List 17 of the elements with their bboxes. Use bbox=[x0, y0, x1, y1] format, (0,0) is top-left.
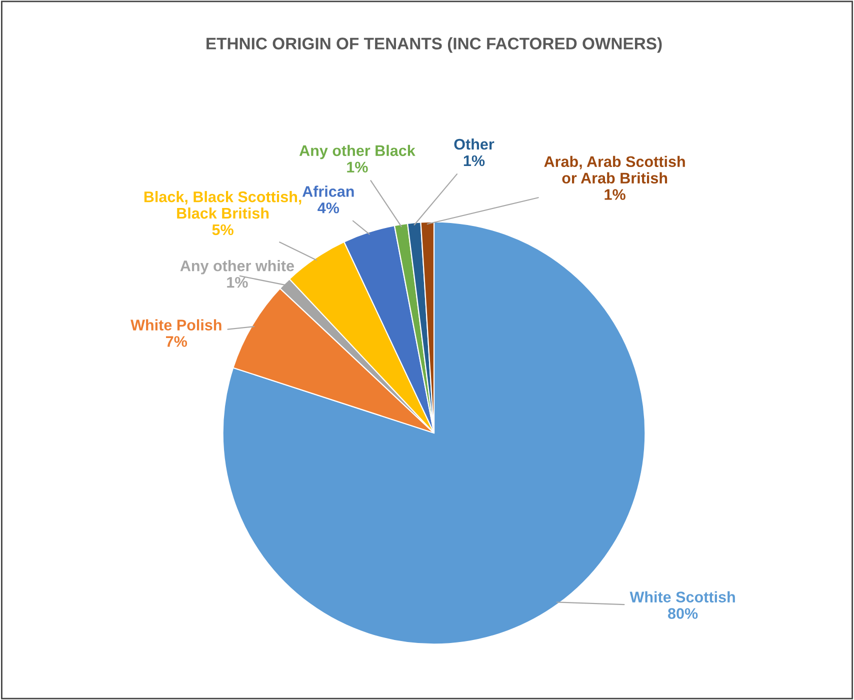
slice-label: Other bbox=[454, 138, 494, 150]
data-label: 1% bbox=[604, 189, 626, 200]
slice-label: Any other Black bbox=[299, 144, 416, 160]
slice-label: Black, Black Scottish, Black British bbox=[144, 191, 302, 219]
data-label: 1% bbox=[347, 162, 368, 172]
data-label: 4% bbox=[318, 202, 340, 214]
data-label: 80% bbox=[668, 608, 698, 619]
slice-label: African bbox=[302, 186, 354, 197]
data-label: 5% bbox=[212, 224, 234, 236]
slice-label: Any other white bbox=[180, 260, 294, 274]
slice-label: White Scottish bbox=[630, 591, 735, 602]
chart-title: ETHNIC ORIGIN OF TENANTS (INC FACTORED OWNERS) bbox=[206, 37, 662, 53]
data-label: 1% bbox=[227, 276, 248, 288]
slice-label: White Polish bbox=[130, 319, 222, 330]
slice-label: Arab, Arab Scottish or Arab British bbox=[544, 156, 685, 184]
data-label: 7% bbox=[166, 336, 188, 347]
data-label: 1% bbox=[464, 155, 485, 166]
